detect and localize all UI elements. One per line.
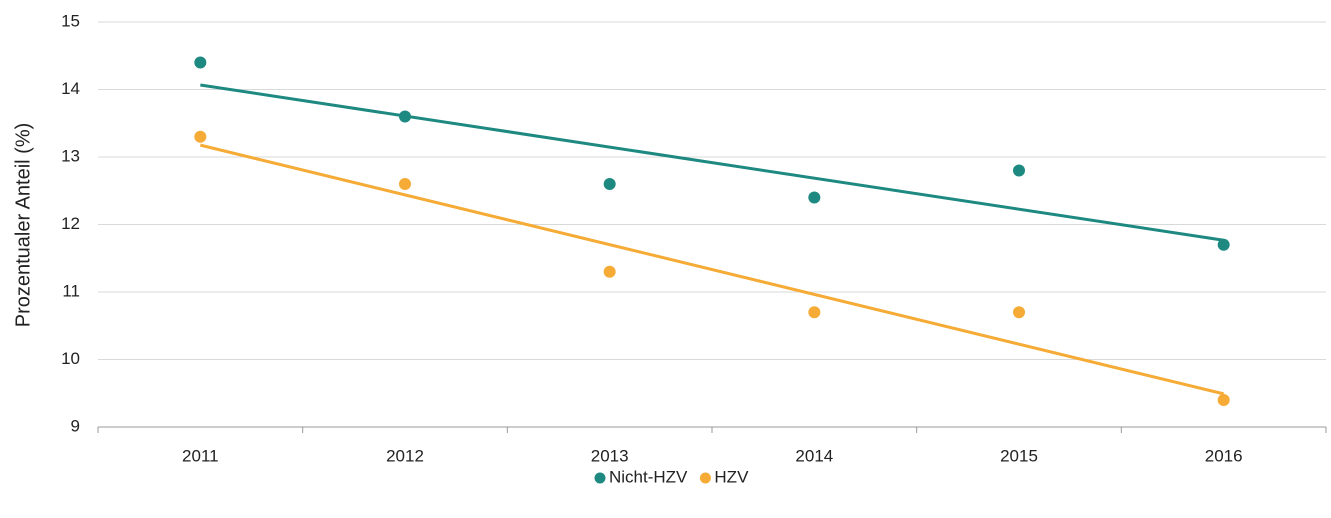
point xyxy=(194,130,207,143)
point xyxy=(399,110,411,123)
x-tick-label: 2012 xyxy=(386,446,424,465)
y-tick-label: 14 xyxy=(61,79,80,98)
point xyxy=(399,178,411,190)
x-tick-label: 2015 xyxy=(1000,446,1038,465)
y-tick-label: 9 xyxy=(71,416,80,435)
legend-label: HZV xyxy=(714,467,749,486)
point xyxy=(194,56,207,69)
y-tick-label: 10 xyxy=(61,349,80,368)
point xyxy=(808,191,821,204)
y-tick-label: 15 xyxy=(61,11,80,30)
point xyxy=(603,178,616,190)
y-tick-label: 13 xyxy=(61,146,80,165)
point xyxy=(1217,238,1230,251)
trend-line xyxy=(200,83,1224,242)
x-tick-label: 2011 xyxy=(182,446,219,465)
legend-marker xyxy=(594,472,606,484)
y-tick-label: 11 xyxy=(62,281,80,300)
x-tick-label: 2013 xyxy=(591,446,629,465)
y-tick-label: 12 xyxy=(61,214,80,233)
point xyxy=(1013,164,1025,177)
x-tick-label: 2016 xyxy=(1205,446,1243,465)
x-tick-label: 2014 xyxy=(795,446,833,465)
point xyxy=(808,306,821,319)
point xyxy=(1217,394,1230,406)
y-axis-label: Prozentualer Anteil (%) xyxy=(12,123,34,328)
point xyxy=(603,265,616,278)
legend-marker xyxy=(699,472,711,484)
trend-line xyxy=(199,143,1225,396)
legend-label: Nicht-HZV xyxy=(609,467,688,486)
point xyxy=(1013,306,1025,319)
